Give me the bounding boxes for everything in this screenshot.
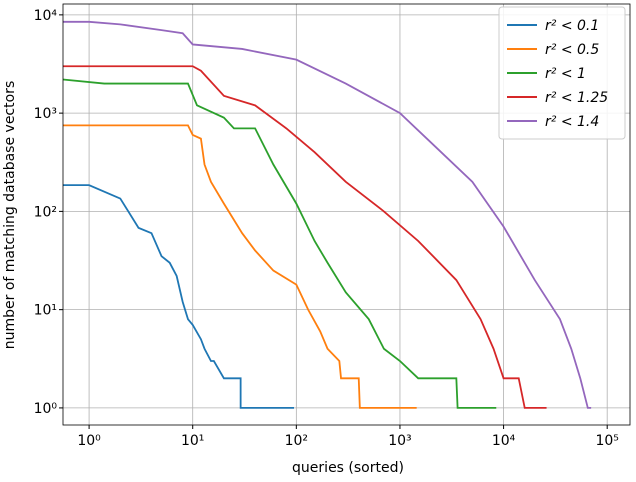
y-tick-label: 10⁴ <box>34 8 58 24</box>
y-tick-label: 10² <box>34 204 57 220</box>
plot-frame <box>62 3 631 426</box>
y-tick-label: 10⁰ <box>34 401 58 417</box>
x-tick-label: 10⁵ <box>595 433 618 449</box>
legend-box <box>498 6 626 140</box>
x-tick-label: 10¹ <box>181 433 204 449</box>
y-tick-label: 10¹ <box>34 303 57 319</box>
series-line <box>63 124 417 409</box>
x-tick-label: 10⁰ <box>77 433 101 449</box>
x-tick-label: 10³ <box>388 433 411 449</box>
x-tick-label: 10² <box>285 433 308 449</box>
series-line <box>63 65 547 409</box>
legend-label: r² < 1.25 <box>545 90 608 106</box>
series-line <box>62 78 497 409</box>
series-line <box>63 20 592 409</box>
x-axis-label: queries (sorted) <box>292 460 404 476</box>
y-tick-label: 10³ <box>34 106 57 122</box>
legend-label: r² < 1 <box>545 66 586 82</box>
legend-label: r² < 0.1 <box>545 18 599 34</box>
series-line <box>63 184 295 409</box>
x-tick-label: 10⁴ <box>492 433 516 449</box>
legend-label: r² < 0.5 <box>545 42 599 58</box>
legend-label: r² < 1.4 <box>545 114 599 130</box>
y-axis-label: number of matching database vectors <box>2 81 18 349</box>
